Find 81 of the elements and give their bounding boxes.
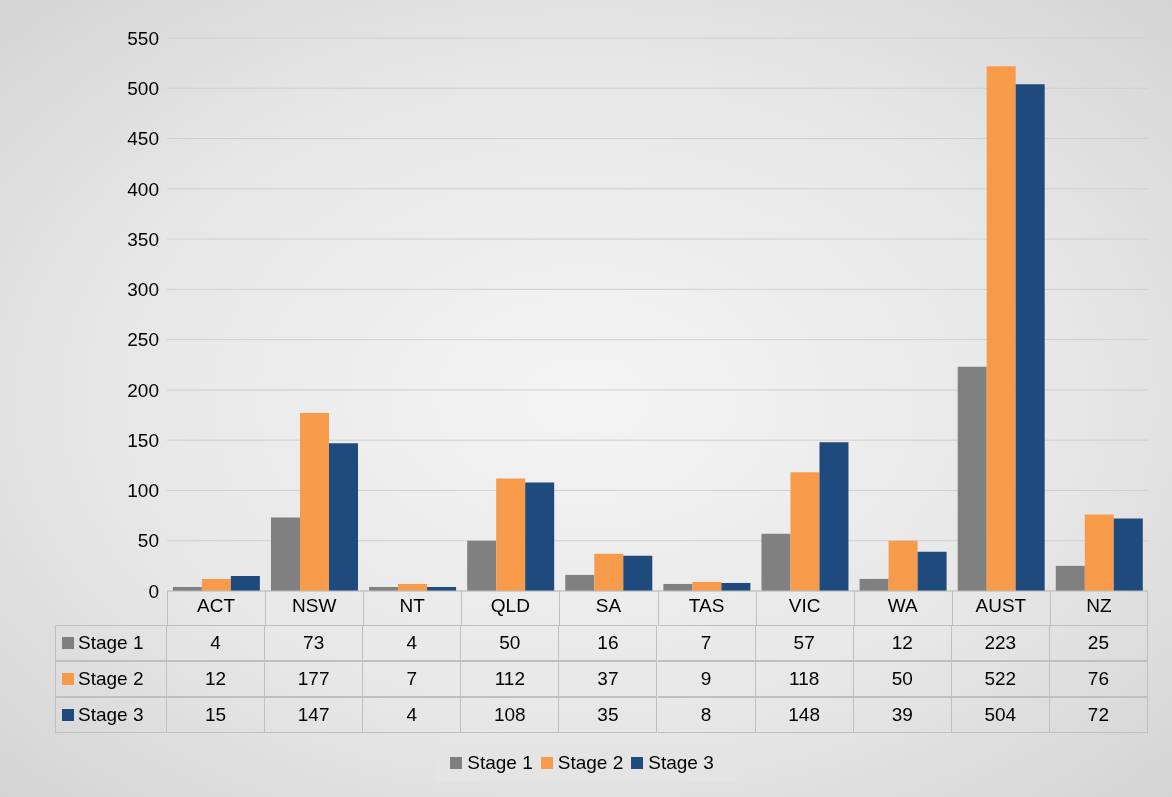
bar: [230, 575, 260, 591]
x-tick-label: WA: [887, 595, 919, 617]
y-tick-label: 400: [127, 178, 159, 200]
data-label: 15: [167, 697, 266, 733]
data-label: 148: [755, 697, 854, 733]
y-tick-label: 0: [148, 580, 159, 602]
data-label: 12: [853, 625, 952, 661]
bar: [201, 578, 231, 591]
data-label: 50: [853, 661, 952, 697]
bar: [790, 472, 820, 591]
data-label: 4: [167, 625, 266, 661]
x-tick-label: TAS: [688, 595, 725, 617]
data-label: 37: [559, 661, 658, 697]
x-tick-label: VIC: [788, 595, 821, 617]
y-tick-label: 200: [127, 379, 159, 401]
data-label: 177: [265, 661, 364, 697]
data-label: 504: [951, 697, 1050, 733]
x-tick-label: QLD: [490, 595, 530, 617]
data-label: 73: [265, 625, 364, 661]
y-tick-label: 350: [127, 228, 159, 250]
bar: [1084, 514, 1114, 591]
data-label: 50: [461, 625, 560, 661]
data-label: 25: [1049, 625, 1148, 661]
data-label: 7: [363, 661, 462, 697]
y-tick-label: 150: [127, 429, 159, 451]
bar: [917, 551, 947, 591]
bar: [957, 366, 987, 591]
data-label: 16: [559, 625, 658, 661]
text: Stage 2: [557, 752, 624, 773]
bar: [888, 540, 918, 591]
x-tick-label: NZ: [1086, 595, 1113, 617]
legend-label: Stage 1: [78, 632, 144, 654]
data-label: 9: [657, 661, 756, 697]
y-tick-label: 450: [127, 128, 159, 150]
bar: [565, 574, 595, 591]
x-tick-label: AUST: [975, 595, 1027, 617]
data-label: 35: [559, 697, 658, 733]
text: Stage 1: [467, 752, 533, 773]
bar: [986, 66, 1016, 591]
bar: [1055, 565, 1085, 591]
data-label: 108: [461, 697, 560, 733]
x-tick-label: NT: [399, 595, 426, 617]
data-label: 7: [657, 625, 756, 661]
data-label: 12: [167, 661, 266, 697]
data-label: 4: [363, 697, 462, 733]
data-label: 147: [265, 697, 364, 733]
bar: [623, 555, 653, 591]
bar: [1015, 84, 1045, 591]
bar: [859, 578, 889, 591]
y-tick-label: 250: [127, 329, 159, 351]
data-label: 72: [1049, 697, 1148, 733]
data-label: 522: [951, 661, 1050, 697]
bar: [594, 553, 624, 591]
y-tick-label: 550: [127, 27, 159, 49]
data-label: 112: [461, 661, 560, 697]
bar: [761, 533, 791, 591]
y-tick-label: 300: [127, 279, 159, 301]
legend-label: Stage 3: [78, 704, 144, 726]
data-label: 57: [755, 625, 854, 661]
y-tick-label: 50: [137, 530, 159, 552]
data-label: 223: [951, 625, 1050, 661]
bar: [467, 540, 497, 591]
bar: [299, 413, 329, 591]
x-tick-label: SA: [595, 595, 622, 617]
data-label: 39: [853, 697, 952, 733]
text: Stage 3: [648, 752, 714, 773]
bar: [819, 442, 849, 591]
bar: [1113, 518, 1143, 591]
data-label: 118: [755, 661, 854, 697]
bar: [496, 478, 526, 591]
x-tick-label: ACT: [197, 595, 236, 617]
y-tick-label: 100: [127, 480, 159, 502]
y-tick-label: 500: [127, 78, 159, 100]
data-label: 8: [657, 697, 756, 733]
data-label: 76: [1049, 661, 1148, 697]
data-label: 4: [363, 625, 462, 661]
legend-label: Stage 2: [78, 668, 144, 690]
bar: [270, 517, 300, 591]
x-tick-label: NSW: [291, 595, 337, 617]
bar: [328, 443, 358, 591]
bar: [525, 482, 555, 591]
